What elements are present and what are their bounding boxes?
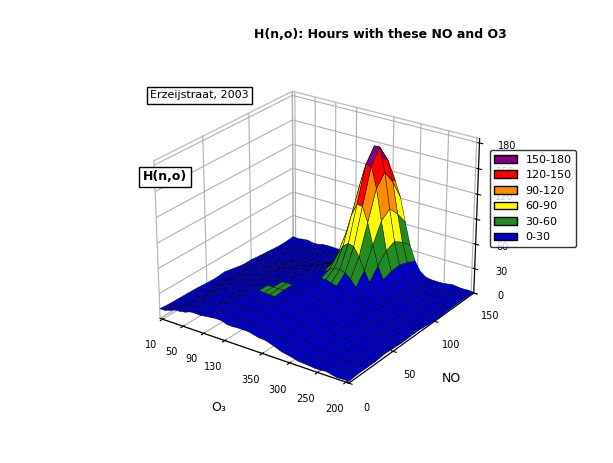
Legend: 150-180, 120-150, 90-120, 60-90, 30-60, 0-30: 150-180, 120-150, 90-120, 60-90, 30-60, … [490,150,576,247]
Y-axis label: NO: NO [442,372,462,385]
Text: H(n,o): H(n,o) [143,170,188,183]
X-axis label: O₃: O₃ [211,401,226,414]
Text: H(n,o): Hours with these NO and O3: H(n,o): Hours with these NO and O3 [254,28,506,41]
Text: Erzeijstraat, 2003: Erzeijstraat, 2003 [150,90,249,100]
